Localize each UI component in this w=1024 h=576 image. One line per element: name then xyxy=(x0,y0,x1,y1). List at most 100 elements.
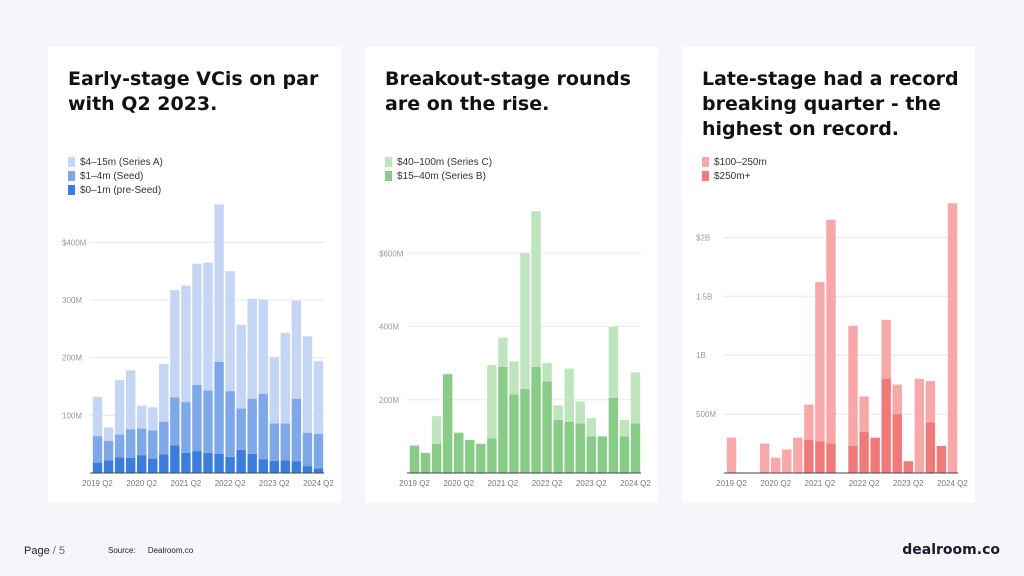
bar-segment xyxy=(564,421,574,473)
bar-segment xyxy=(114,457,125,473)
bar-segment xyxy=(892,414,902,473)
y-tick-label: 200M xyxy=(379,396,399,405)
bar-segment xyxy=(203,390,213,453)
breakout-stage-card: Breakout-stage rounds are on the rise. $… xyxy=(365,47,658,503)
page-indicator: Page / 5 xyxy=(24,545,65,557)
bar-segment xyxy=(170,445,180,473)
bar-segment xyxy=(192,451,202,473)
x-tick-label: 2019 Q2 xyxy=(399,479,430,488)
card-title: Breakout-stage rounds are on the rise. xyxy=(385,68,631,115)
bar-segment xyxy=(770,457,781,473)
bar-segment xyxy=(914,378,925,473)
bar-segment xyxy=(804,404,814,441)
bar-segment xyxy=(759,443,770,473)
x-tick-label: 2022 Q2 xyxy=(215,479,246,488)
bar-segment xyxy=(476,443,486,473)
x-tick-label: 2024 Q2 xyxy=(303,479,334,488)
bar-segment xyxy=(793,437,803,473)
bar-segment xyxy=(597,436,608,473)
x-tick-label: 2022 Q2 xyxy=(532,479,563,488)
bar-segment xyxy=(409,445,420,473)
bar-segment xyxy=(92,462,103,473)
bar-segment xyxy=(214,361,224,454)
legend-item: $4–15m (Series A) xyxy=(68,155,163,169)
bar-segment xyxy=(214,453,224,473)
late-stage-card: Late-stage had a record breaking quarter… xyxy=(682,47,975,503)
source-label: Source: xyxy=(108,546,136,555)
legend-swatch xyxy=(68,185,75,195)
card-title: Late-stage had a record breaking quarter… xyxy=(702,68,959,140)
bar-segment xyxy=(815,441,825,473)
source-note: Source: Dealroom.co xyxy=(108,546,193,555)
bar-segment xyxy=(531,366,541,473)
bar-segment xyxy=(881,319,891,379)
x-tick-label: 2021 Q2 xyxy=(171,479,202,488)
bar-segment xyxy=(465,440,475,473)
bar-segment xyxy=(487,438,497,473)
bar-segment xyxy=(192,384,202,452)
bar-segment xyxy=(575,423,585,473)
legend-label: $15–40m (Series B) xyxy=(397,170,486,182)
x-tick-label: 2021 Q2 xyxy=(805,479,836,488)
bar-segment xyxy=(103,440,114,461)
bar-segment xyxy=(192,263,202,385)
bar-segment xyxy=(225,456,235,473)
bar-segment xyxy=(564,368,574,422)
bar-segment xyxy=(782,449,792,473)
legend-label: $0–1m (pre-Seed) xyxy=(80,184,162,196)
legend-item: $40–100m (Series C) xyxy=(385,155,492,169)
bar-segment xyxy=(214,204,224,362)
bar-segment xyxy=(726,437,737,473)
bar-segment xyxy=(498,337,508,367)
bar-segment xyxy=(870,437,880,473)
bar-segment xyxy=(136,428,147,456)
legend: $4–15m (Series A) $1–4m (Seed) $0–1m (pr… xyxy=(68,155,163,197)
y-tick-label: $2B xyxy=(696,233,710,242)
legend-swatch xyxy=(385,171,392,181)
bar-segment xyxy=(509,394,519,473)
bar-segment xyxy=(302,336,313,433)
bar-segment xyxy=(236,324,246,409)
legend: $40–100m (Series C) $15–40m (Series B) xyxy=(385,155,492,183)
bar-segment xyxy=(291,300,302,399)
legend-item: $250m+ xyxy=(702,169,767,183)
bar-segment xyxy=(125,429,136,459)
bar-segment xyxy=(247,398,257,454)
bar-segment xyxy=(291,398,302,462)
bar-segment xyxy=(630,372,641,424)
bar-segment xyxy=(258,394,268,460)
bar-segment xyxy=(269,460,280,473)
bar-segment xyxy=(280,460,291,473)
legend-swatch xyxy=(68,171,75,181)
y-tick-label: 300M xyxy=(62,296,82,305)
bar-segment xyxy=(859,396,869,432)
early-stage-card: Early-stage VCis on par with Q2 2023. $4… xyxy=(48,47,341,503)
bar-segment xyxy=(630,423,641,473)
bar-segment xyxy=(509,361,519,395)
bar-segment xyxy=(542,381,552,473)
bar-segment xyxy=(125,458,136,473)
bar-segment xyxy=(313,468,324,473)
bar-segment xyxy=(313,361,324,434)
breakout-stage-chart: 200M 400M $600M 2019 Q2 2020 Q2 2021 Q2 2022 Q… xyxy=(379,211,651,488)
x-tick-label: 2022 Q2 xyxy=(849,479,880,488)
y-tick-label: 1B xyxy=(696,351,706,360)
bar-segment xyxy=(203,452,213,473)
legend-label: $1–4m (Seed) xyxy=(80,170,144,182)
bar-segment xyxy=(258,299,268,395)
bar-segment xyxy=(542,363,552,382)
bar-segment xyxy=(608,397,619,473)
bar-segment xyxy=(520,388,530,473)
bar-segment xyxy=(892,384,902,415)
bar-segment xyxy=(136,455,147,473)
bar-segment xyxy=(181,452,191,473)
bar-segment xyxy=(848,445,858,473)
legend-item: $15–40m (Series B) xyxy=(385,169,492,183)
legend-item: $1–4m (Seed) xyxy=(68,169,163,183)
x-tick-label: 2023 Q2 xyxy=(893,479,924,488)
y-tick-label: $600M xyxy=(379,249,404,258)
y-tick-label: 1.5B xyxy=(696,292,712,301)
x-tick-label: 2021 Q2 xyxy=(488,479,519,488)
bar-segment xyxy=(520,253,530,389)
bar-segment xyxy=(136,405,147,429)
